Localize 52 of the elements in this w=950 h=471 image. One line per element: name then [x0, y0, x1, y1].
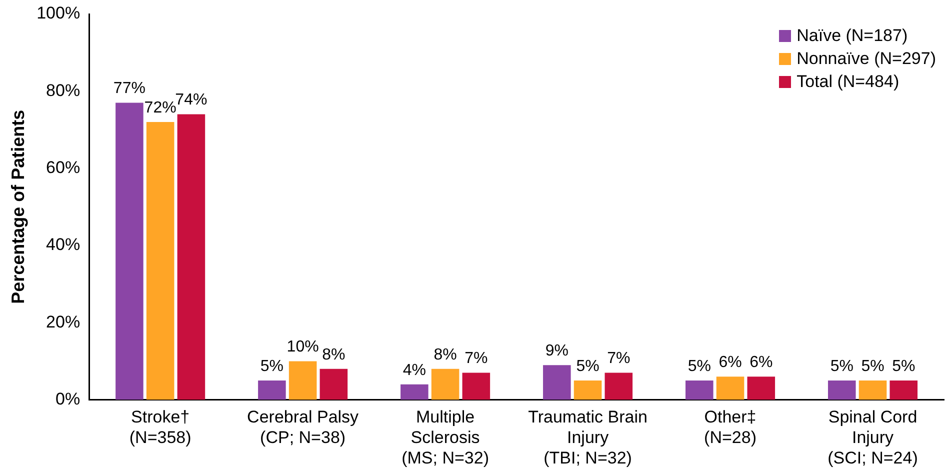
y-axis-title: Percentage of Patients [8, 110, 28, 304]
data-label: 5% [830, 358, 854, 375]
bar [320, 368, 348, 400]
bar [146, 122, 174, 400]
y-tick-label: 80% [46, 80, 80, 100]
data-label: 6% [750, 354, 773, 372]
data-label: 72% [144, 99, 176, 116]
bar [258, 380, 286, 400]
y-tick-label: 100% [36, 4, 80, 23]
data-label: 4% [402, 362, 426, 379]
legend-label: Total (N=484) [796, 71, 900, 93]
data-label: 7% [464, 350, 488, 368]
bar [431, 368, 460, 400]
legend-label: Nonnaïve (N=297) [796, 48, 936, 70]
bar [116, 102, 144, 400]
bar [462, 372, 490, 400]
data-label: 7% [607, 350, 630, 368]
x-tick-label: Spinal Cord Injury (SCI; N=24) [828, 408, 918, 468]
y-tick-label: 40% [46, 235, 80, 254]
data-label: 5% [688, 358, 711, 375]
data-label: 5% [892, 358, 916, 375]
data-label: 5% [260, 358, 284, 375]
bar [574, 380, 602, 400]
bar [716, 376, 744, 400]
bar [828, 380, 856, 400]
data-label: 8% [322, 346, 346, 364]
y-tick-label: 20% [46, 312, 80, 332]
legend-label: Naïve (N=187) [796, 25, 908, 47]
data-label: 10% [286, 338, 319, 356]
bar [604, 372, 633, 400]
data-label: 74% [175, 92, 208, 109]
data-label: 9% [545, 342, 568, 360]
bar [543, 365, 571, 400]
x-tick-label: Multiple Sclerosis (MS; N=32) [402, 408, 489, 468]
data-label: 8% [434, 346, 457, 364]
bar [686, 380, 714, 400]
bar [890, 380, 918, 400]
bar [288, 361, 317, 400]
x-tick-label: Cerebral Palsy (CP; N=38) [247, 408, 360, 448]
x-tick-label: Traumatic Brain Injury (TBI; N=32) [528, 408, 648, 468]
bar [177, 114, 206, 400]
x-tick-label: Other‡ (N=28) [704, 408, 756, 448]
data-label: 5% [861, 358, 884, 375]
bar [400, 384, 428, 400]
data-label: 5% [576, 358, 600, 375]
bar [747, 376, 776, 400]
x-tick-label: Stroke† (N=358) [129, 408, 192, 448]
data-label: 77% [113, 80, 146, 98]
bar [858, 380, 887, 400]
data-label: 6% [718, 354, 742, 372]
y-tick-label: 0% [56, 389, 80, 408]
y-tick-label: 60% [46, 158, 80, 178]
